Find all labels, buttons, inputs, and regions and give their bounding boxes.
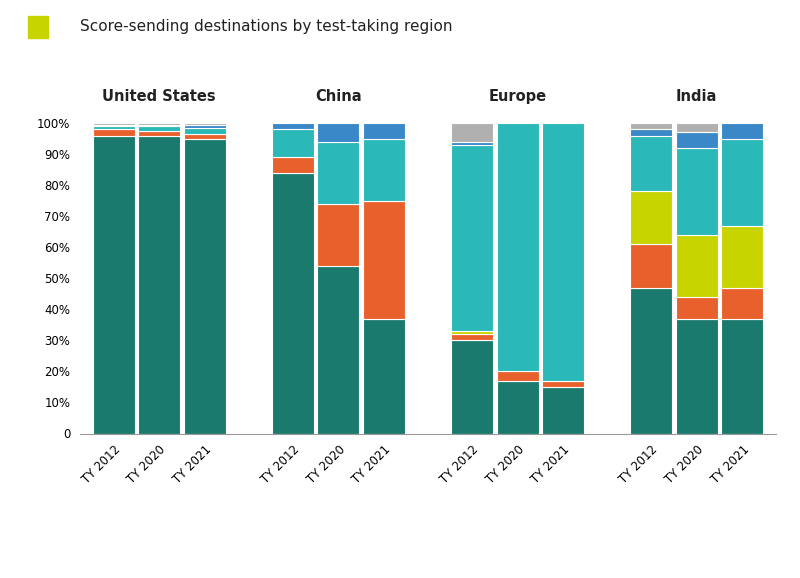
Bar — [363, 318, 405, 434]
Bar — [451, 123, 493, 142]
Bar — [363, 201, 405, 318]
Text: China: China — [315, 90, 362, 105]
Bar — [676, 235, 718, 297]
Bar — [542, 387, 584, 434]
Bar — [184, 123, 226, 125]
Bar — [138, 123, 180, 125]
Bar — [272, 129, 314, 157]
Bar — [272, 157, 314, 173]
Bar — [542, 381, 584, 387]
Bar — [318, 204, 359, 266]
Bar — [451, 331, 493, 334]
Bar — [138, 135, 180, 434]
Bar — [676, 318, 718, 434]
Bar — [93, 123, 134, 125]
Bar — [497, 123, 538, 372]
Bar — [318, 266, 359, 434]
Bar — [497, 372, 538, 381]
Bar — [676, 148, 718, 235]
Bar — [676, 297, 718, 318]
Bar — [722, 288, 763, 318]
Bar — [272, 123, 314, 129]
Bar — [138, 125, 180, 126]
Bar — [630, 129, 672, 135]
Bar — [722, 318, 763, 434]
Bar — [318, 142, 359, 204]
Text: Score-sending destinations by test-taking region: Score-sending destinations by test-takin… — [80, 18, 453, 34]
Bar — [184, 139, 226, 434]
Bar — [722, 139, 763, 225]
Text: Europe: Europe — [489, 90, 546, 105]
Bar — [184, 128, 226, 134]
Bar — [184, 125, 226, 128]
Bar — [630, 244, 672, 288]
Bar — [363, 123, 405, 139]
Bar — [630, 288, 672, 434]
Bar — [630, 123, 672, 129]
Bar — [138, 131, 180, 135]
Bar — [676, 123, 718, 132]
Bar — [272, 173, 314, 434]
Bar — [722, 123, 763, 139]
Bar — [630, 191, 672, 244]
Text: United States: United States — [102, 90, 216, 105]
Bar — [184, 134, 226, 139]
Bar — [722, 225, 763, 288]
Bar — [542, 123, 584, 381]
Bar — [451, 145, 493, 331]
Bar — [318, 123, 359, 142]
Bar — [93, 135, 134, 434]
Bar — [363, 139, 405, 201]
Bar — [676, 132, 718, 148]
Bar — [451, 340, 493, 434]
Bar — [93, 129, 134, 135]
Bar — [497, 381, 538, 434]
Text: India: India — [676, 90, 718, 105]
Bar — [93, 126, 134, 129]
Bar — [93, 125, 134, 126]
Bar — [138, 126, 180, 131]
Bar — [451, 334, 493, 340]
Bar — [630, 135, 672, 191]
Bar — [451, 142, 493, 145]
